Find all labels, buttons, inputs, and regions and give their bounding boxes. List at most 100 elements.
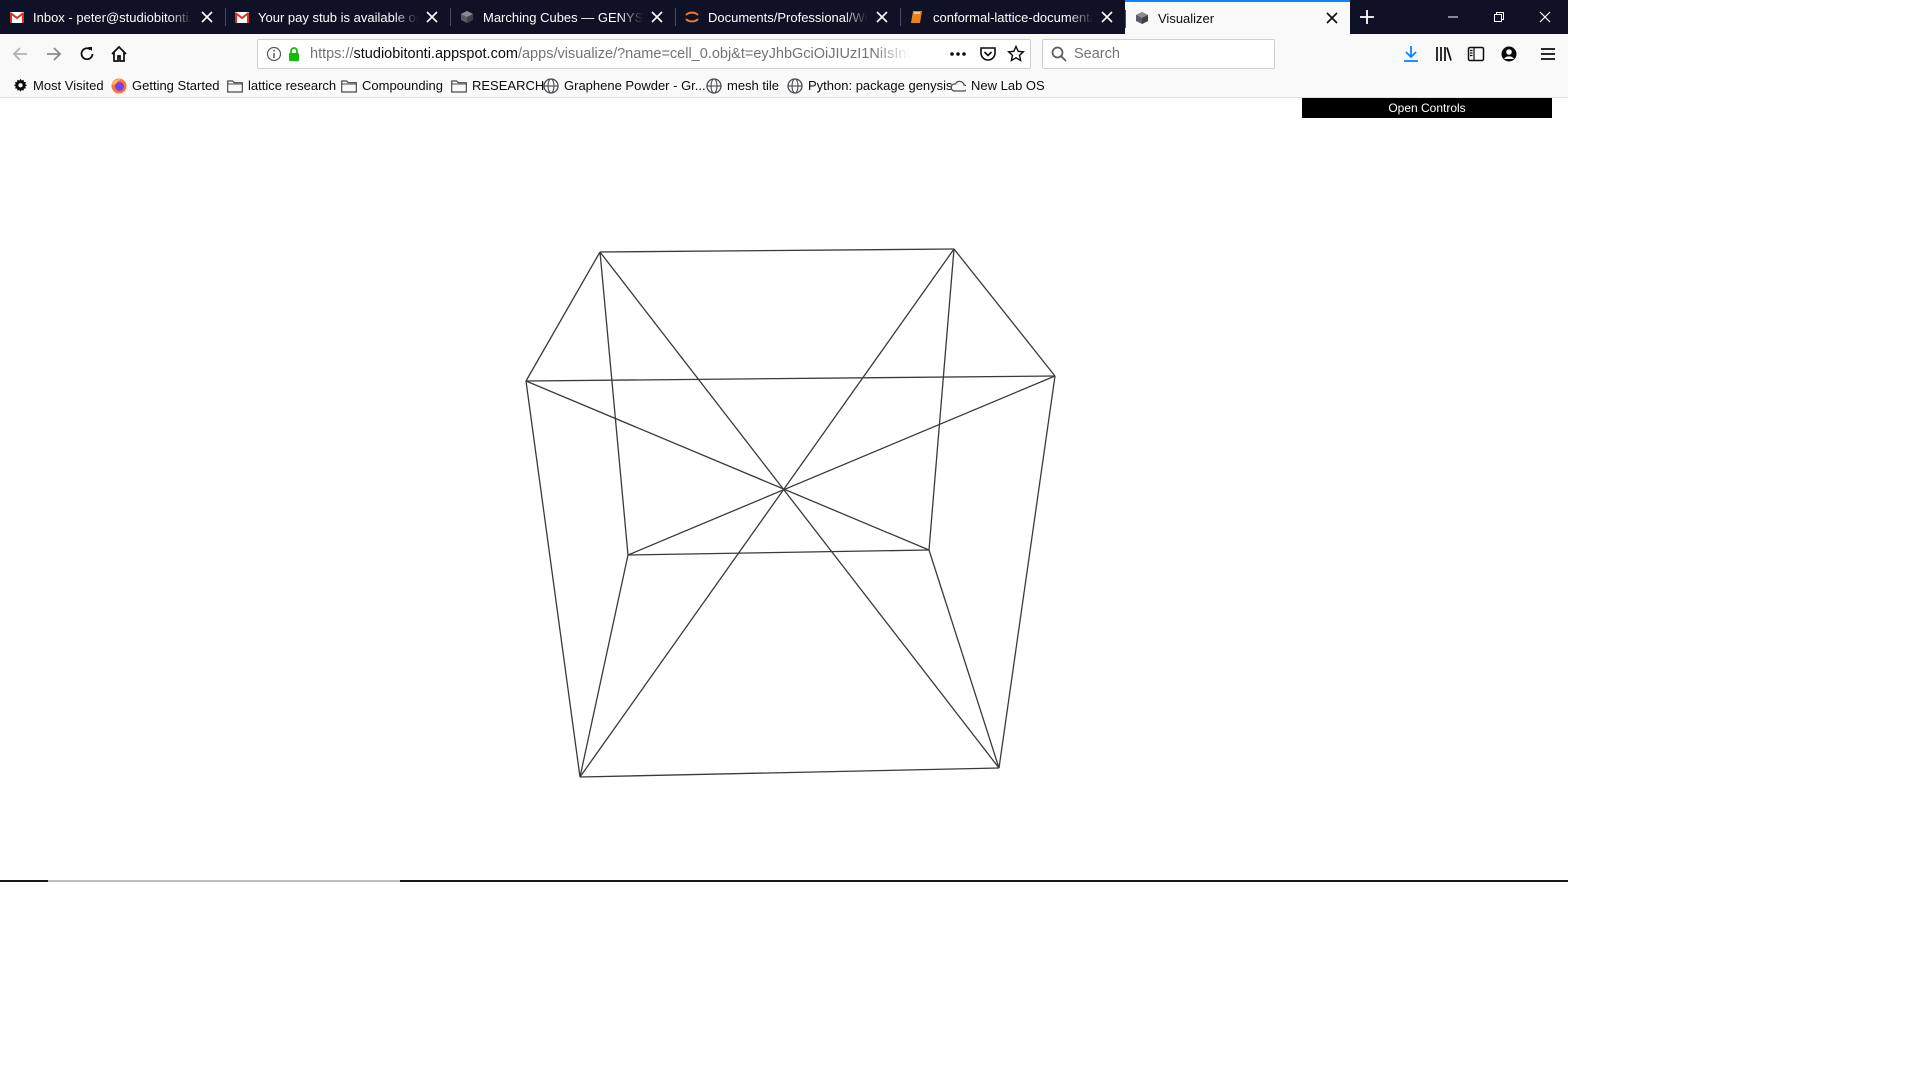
globe-icon (787, 77, 803, 94)
bookmark-label: Compounding (362, 78, 443, 93)
mesh-edge (579, 248, 955, 778)
tab-inbox[interactable]: Inbox - peter@studiobitonti.com (0, 0, 225, 34)
bottom-scroll-strip (0, 880, 1568, 882)
bookmark-getting-started[interactable]: Getting Started (111, 74, 219, 97)
mesh-edge (998, 375, 1056, 769)
account-button[interactable] (1493, 38, 1525, 70)
close-icon[interactable] (1324, 10, 1340, 26)
window-controls (1430, 0, 1568, 34)
folder-icon (451, 78, 467, 94)
cube-icon (459, 9, 475, 25)
downloads-button[interactable] (1395, 38, 1427, 70)
folder-icon (341, 78, 357, 94)
open-controls-button[interactable]: Open Controls (1302, 98, 1552, 118)
close-window-button[interactable] (1522, 0, 1568, 34)
bookmark-python-genysis[interactable]: Python: package genysis (787, 74, 953, 97)
jupyter-icon (684, 9, 700, 25)
forward-arrow-icon (47, 47, 62, 61)
gmail-icon (9, 9, 25, 25)
mesh-edge (579, 767, 1000, 778)
search-icon (1051, 46, 1067, 62)
bookmark-star-button[interactable] (1006, 44, 1026, 63)
account-icon (1501, 46, 1517, 62)
new-tab-button[interactable] (1350, 0, 1384, 34)
sidebar-button[interactable] (1460, 38, 1492, 70)
search-bar[interactable]: Search (1042, 39, 1275, 69)
bookmark-new-lab-os[interactable]: New Lab OS (950, 74, 1045, 97)
restore-icon (1494, 12, 1504, 22)
back-button[interactable] (4, 38, 36, 70)
more-icon (950, 52, 966, 56)
bookmark-label: lattice research (248, 78, 337, 93)
tab-title: Visualizer (1158, 10, 1215, 26)
url-text[interactable]: https://studiobitonti.appspot.com/apps/v… (310, 40, 910, 68)
cloud-icon (950, 78, 966, 94)
mesh-edge (599, 251, 1000, 769)
star-icon (1006, 44, 1026, 62)
plus-icon (1360, 10, 1374, 24)
url-bar[interactable]: https://studiobitonti.appspot.com/apps/v… (257, 39, 1031, 69)
mesh-edge (928, 549, 1000, 769)
wireframe-cell-mesh[interactable] (0, 98, 1568, 882)
page-actions-button[interactable] (948, 46, 968, 62)
mesh-edge (579, 554, 629, 778)
bookmark-most-visited[interactable]: Most Visited (12, 74, 104, 97)
url-scheme: https:// (310, 46, 354, 62)
bookmark-lattice-research[interactable]: lattice research (227, 74, 336, 97)
pocket-icon (980, 47, 996, 61)
visualizer-viewport[interactable]: Open Controls (0, 98, 1568, 882)
pocket-button[interactable] (979, 45, 997, 63)
folder-icon (227, 78, 243, 94)
hamburger-icon (1541, 48, 1555, 60)
minimize-icon (1448, 16, 1458, 18)
tab-conformal-lattice[interactable]: conformal-lattice-documentation (900, 0, 1125, 34)
close-icon[interactable] (1099, 9, 1115, 25)
close-icon[interactable] (874, 9, 890, 25)
mesh-edge (525, 251, 601, 382)
reload-icon (80, 47, 94, 61)
tab-strip: Inbox - peter@studiobitonti.com Your pay… (0, 0, 1568, 34)
menu-button[interactable] (1532, 38, 1564, 70)
info-icon[interactable] (266, 46, 282, 62)
firefox-icon (111, 78, 127, 94)
forward-button[interactable] (38, 38, 70, 70)
url-host: studiobitonti.appspot.com (353, 46, 518, 62)
library-icon (1436, 47, 1452, 61)
scroll-segment[interactable] (48, 880, 400, 882)
book-icon (909, 9, 925, 25)
bookmark-mesh-tile[interactable]: mesh tile (706, 74, 779, 97)
navigation-bar: https://studiobitonti.appspot.com/apps/v… (0, 34, 1568, 74)
tab-title: Documents/Professional/WORK (708, 9, 868, 25)
close-icon[interactable] (199, 9, 215, 25)
sidebar-icon (1467, 46, 1485, 62)
bookmark-label: New Lab OS (971, 78, 1045, 93)
globe-icon (543, 77, 559, 94)
tab-pay-stub[interactable]: Your pay stub is available on Wave (225, 0, 450, 34)
bookmark-label: mesh tile (727, 78, 780, 93)
url-path: /apps/visualize/?name=cell_0.obj&t=eyJhb… (517, 46, 910, 62)
bookmarks-toolbar: Most Visited Getting Started lattice res… (0, 74, 1568, 98)
gmail-icon (234, 9, 250, 25)
cube-icon (1134, 10, 1150, 26)
lock-icon (286, 46, 302, 62)
mesh-edge (627, 549, 930, 556)
minimize-button[interactable] (1430, 0, 1476, 34)
home-button[interactable] (103, 38, 135, 70)
tab-documents[interactable]: Documents/Professional/WORK (675, 0, 900, 34)
bookmark-label: Graphene Powder - Gr... (564, 78, 706, 93)
close-icon[interactable] (424, 9, 440, 25)
bookmark-graphene-powder[interactable]: Graphene Powder - Gr... (543, 74, 706, 97)
tab-title: conformal-lattice-documentation (933, 9, 1093, 25)
tab-title: Marching Cubes — GENYSIS (483, 9, 643, 25)
close-icon (1539, 11, 1551, 23)
library-button[interactable] (1428, 38, 1460, 70)
bookmark-compounding[interactable]: Compounding (341, 74, 443, 97)
bookmark-research[interactable]: RESEARCH (451, 74, 544, 97)
tab-visualizer[interactable]: Visualizer (1125, 0, 1350, 34)
restore-button[interactable] (1476, 0, 1522, 34)
reload-button[interactable] (71, 38, 103, 70)
globe-icon (706, 77, 722, 94)
download-icon (1404, 46, 1418, 62)
tab-marching-cubes[interactable]: Marching Cubes — GENYSIS (450, 0, 675, 34)
close-icon[interactable] (649, 9, 665, 25)
